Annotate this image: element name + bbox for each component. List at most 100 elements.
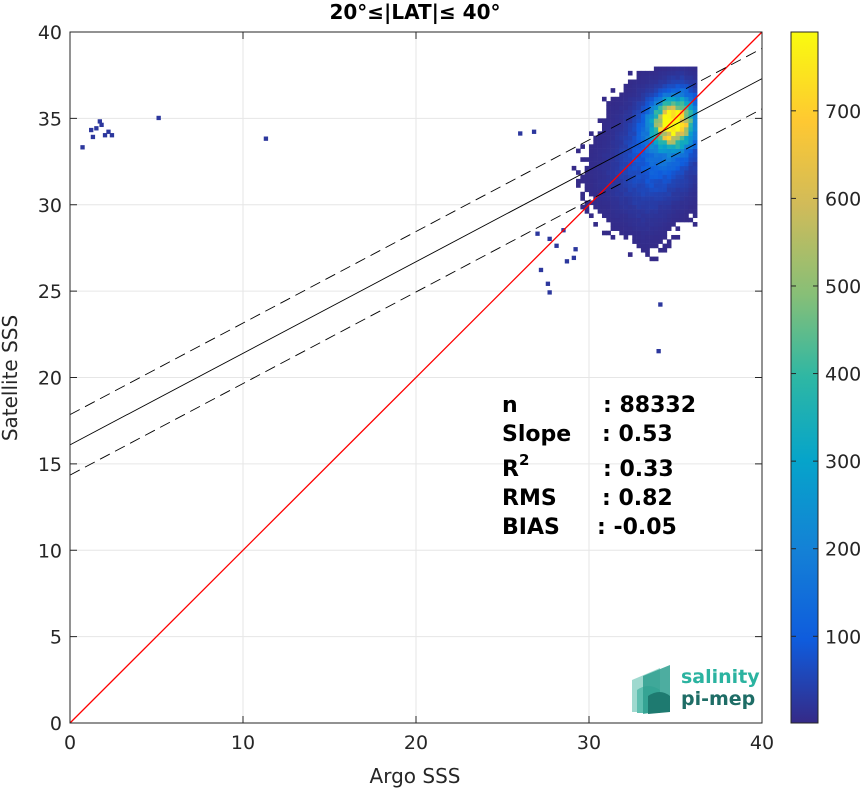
density-cell [636, 79, 642, 85]
density-cell [692, 122, 698, 128]
stat-n-label: n [502, 393, 518, 418]
density-cell [653, 79, 659, 85]
density-cell [606, 209, 611, 214]
density-cell [610, 135, 616, 141]
density-cell [584, 200, 590, 206]
density-cell [649, 127, 655, 132]
density-cell [593, 204, 598, 210]
fit-upper-band [69, 48, 763, 416]
density-cell [610, 200, 616, 206]
density-cell [640, 170, 646, 175]
density-cell [601, 200, 607, 206]
density-cell [584, 170, 590, 175]
density-cell [679, 152, 685, 158]
density-cell [597, 161, 603, 167]
density-cell [636, 92, 642, 98]
density-cell [653, 217, 659, 223]
density-cell [627, 118, 633, 123]
density-cell [636, 239, 642, 244]
density-cell [662, 144, 668, 149]
density-cell [662, 148, 668, 154]
density-cell [610, 105, 616, 111]
density-cell [645, 213, 650, 219]
density-cell [576, 178, 581, 184]
density-cell [684, 200, 689, 206]
density-cell [653, 183, 659, 188]
density-cell [627, 105, 633, 111]
density-cell [688, 118, 694, 123]
density-cell [627, 170, 633, 175]
density-cell [636, 122, 642, 128]
density-cell [692, 127, 698, 132]
density-cell [623, 118, 629, 123]
density-cell [666, 226, 672, 231]
density-point [564, 259, 570, 264]
density-cell [619, 105, 624, 111]
density-cell [627, 131, 633, 136]
density-cell [658, 178, 663, 184]
density-cell [610, 127, 616, 132]
stat-n-value: : 88332 [603, 393, 696, 418]
density-cell [688, 209, 694, 214]
chart-title: 20°≤|LAT|≤ 40° [329, 0, 500, 24]
density-cell [692, 101, 698, 106]
density-cell [684, 196, 689, 201]
density-cell [580, 157, 585, 162]
density-cell [619, 217, 624, 223]
density-cell [636, 118, 642, 123]
density-cell [636, 96, 642, 102]
density-cell [658, 88, 663, 93]
density-cell [645, 75, 650, 80]
density-cell [688, 161, 694, 167]
density-cell [675, 88, 681, 93]
density-cell [649, 92, 655, 98]
density-cell [692, 196, 698, 201]
density-cell [671, 105, 676, 111]
density-cell [619, 135, 624, 141]
density-cell [614, 213, 620, 219]
density-cell [610, 139, 616, 145]
density-cell [640, 243, 646, 249]
density-cell [671, 131, 676, 136]
density-cell [632, 234, 637, 240]
density-cell [606, 135, 611, 141]
density-cell [666, 148, 672, 154]
density-cell [679, 88, 685, 93]
density-cell [688, 127, 694, 132]
density-cell [614, 209, 620, 214]
density-cell [623, 83, 629, 89]
density-cell [636, 135, 642, 141]
density-cell [649, 96, 655, 102]
density-cell [623, 135, 629, 141]
density-cell [636, 75, 642, 80]
density-cell [671, 234, 676, 240]
density-cell [666, 222, 672, 227]
x-tick-label: 0 [64, 732, 76, 754]
density-cell [640, 234, 646, 240]
density-cell [623, 213, 629, 219]
density-cell [640, 109, 646, 115]
density-cell [632, 139, 637, 145]
density-cell [653, 118, 659, 123]
density-cell [688, 157, 694, 162]
density-cell [658, 161, 663, 167]
y-tick-label: 15 [38, 454, 62, 476]
density-cell [679, 96, 685, 102]
density-cell [632, 118, 637, 123]
density-cell [658, 213, 663, 219]
density-point [545, 281, 551, 286]
density-cell [679, 127, 685, 132]
density-cell [597, 170, 603, 175]
density-cell [610, 122, 616, 128]
density-cell [593, 139, 598, 145]
density-cell [679, 92, 685, 98]
density-cell [593, 148, 598, 154]
density-cell [601, 135, 607, 141]
density-cell [619, 178, 624, 184]
density-cell [593, 161, 598, 167]
density-cell [645, 183, 650, 188]
density-cell [658, 105, 663, 111]
density-cell [636, 204, 642, 210]
logo-text-salinity: salinity [681, 666, 760, 688]
density-cell [649, 105, 655, 111]
